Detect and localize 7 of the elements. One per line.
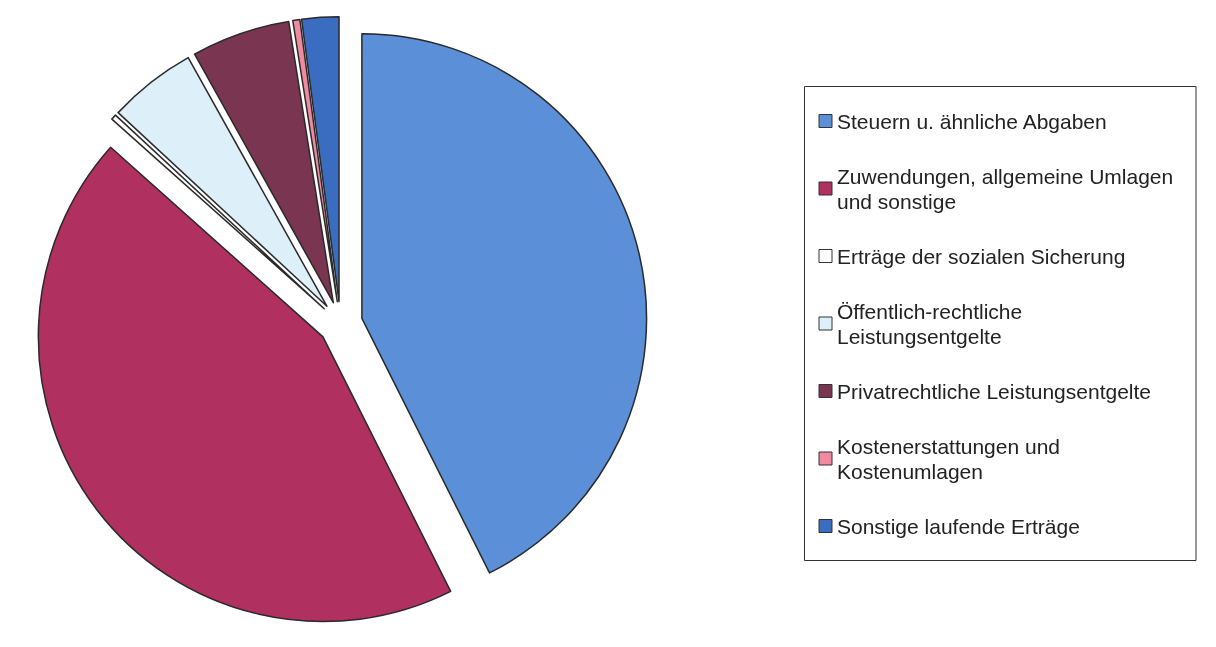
legend-label: Sonstige laufende Erträge (837, 514, 1080, 538)
legend-label: Kostenerstattungen und Kostenumlagen (837, 434, 1066, 483)
legend-label: Erträge der sozialen Sicherung (837, 244, 1126, 268)
legend-label: Steuern u. ähnliche Abgaben (837, 109, 1107, 133)
legend-label: Zuwendungen, allgemeine Umlagen und sonstige (837, 164, 1180, 213)
legend-label: Privatrechtliche Leistungsentgelte (837, 379, 1152, 403)
legend-label: Öffentlich-rechtliche Leistungsentgelte (837, 299, 1029, 348)
